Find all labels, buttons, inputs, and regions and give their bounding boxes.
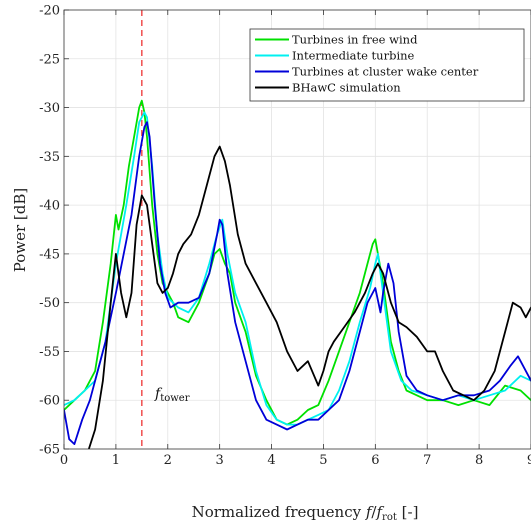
x-axis-title-unit: [-] (397, 503, 419, 521)
legend-item-free-wind: Turbines in free wind (255, 33, 418, 47)
y-tick-label: -30 (39, 101, 60, 116)
y-tick-label: -60 (39, 394, 60, 409)
y-tick-label: -55 (39, 345, 60, 360)
series-line-3 (87, 145, 531, 449)
x-tick-label: 0 (60, 453, 68, 468)
y-tick-label: -35 (39, 150, 60, 165)
x-tick-label: 9 (527, 453, 531, 468)
y-tick-label: -20 (39, 4, 60, 19)
annotation-f-symbol: f (154, 386, 163, 402)
annotation-f-tower: ftower (154, 386, 190, 404)
x-tick-label: 7 (423, 453, 431, 468)
series-line-2 (64, 121, 531, 445)
axis-ticks: 0 1 2 3 4 5 6 7 8 9 -65 -60 -55 -50 -45 -40 -35 -30 -25 -20 (39, 4, 531, 468)
x-tick-label: 5 (319, 453, 327, 468)
series-line-1 (64, 111, 531, 426)
y-tick-label: -45 (39, 247, 60, 262)
legend-label-cluster-wake: Turbines at cluster wake center (292, 65, 479, 79)
y-axis-title: Power [dB] (11, 188, 29, 273)
x-tick-label: 8 (475, 453, 483, 468)
x-axis-title-text: Normalized frequency (192, 503, 366, 521)
annotation-f-subscript: tower (160, 393, 190, 404)
x-tick-label: 3 (216, 453, 224, 468)
x-axis-title-f: f (365, 503, 374, 521)
x-tick-label: 4 (267, 453, 275, 468)
x-axis-title: Normalized frequency f/frot [-] (192, 503, 419, 523)
plot-frame (63, 9, 531, 450)
x-axis-title-f2: f (375, 503, 384, 521)
legend-item-cluster-wake: Turbines at cluster wake center (255, 65, 479, 79)
x-tick-label: 2 (164, 453, 172, 468)
y-tick-label: -40 (39, 199, 60, 214)
series-layer (64, 99, 531, 449)
legend-label-free-wind: Turbines in free wind (292, 33, 418, 47)
y-tick-label: -25 (39, 52, 60, 67)
x-axis-title-sub: rot (382, 512, 397, 523)
legend-label-intermediate: Intermediate turbine (292, 49, 415, 63)
legend-label-bhawc: BHawC simulation (292, 81, 401, 95)
legend-box (249, 28, 525, 102)
x-tick-label: 6 (371, 453, 379, 468)
legend-item-intermediate: Intermediate turbine (255, 49, 415, 63)
legend: Turbines in free wind Intermediate turbi… (249, 28, 525, 102)
legend-item-bhawc: BHawC simulation (255, 81, 401, 95)
x-axis-title-slash: / (371, 503, 377, 521)
y-tick-label: -50 (39, 296, 60, 311)
y-tick-label: -65 (39, 443, 60, 458)
x-tick-label: 1 (112, 453, 120, 468)
